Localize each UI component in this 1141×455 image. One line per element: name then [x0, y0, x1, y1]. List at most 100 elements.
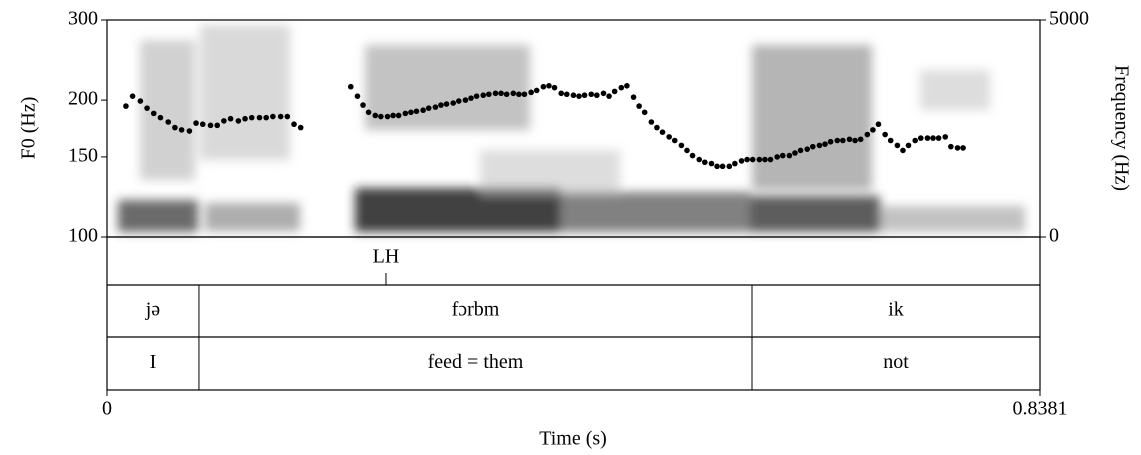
pitch-point: [284, 113, 291, 120]
pitch-point: [546, 83, 552, 89]
pitch-point: [291, 121, 297, 128]
pitch-point: [129, 93, 136, 99]
pitch-point: [563, 91, 570, 98]
pitch-point: [248, 114, 255, 121]
pitch-point: [875, 121, 882, 128]
pitch-point: [816, 142, 823, 149]
pitch-point: [726, 163, 733, 170]
x-tick-label: 0.8381: [1013, 398, 1068, 420]
pitch-point: [137, 98, 144, 104]
pitch-point: [450, 100, 457, 106]
pitch-point: [636, 103, 642, 109]
pitch-point: [774, 154, 780, 160]
pitch-point: [402, 110, 409, 117]
y-tick-label: 150: [68, 145, 98, 167]
pitch-point: [528, 89, 534, 96]
pitch-point: [420, 107, 426, 114]
pitch-point: [516, 91, 522, 98]
pitch-point: [588, 91, 595, 98]
pitch-point: [600, 90, 607, 97]
pitch-point: [767, 156, 774, 163]
pitch-point: [917, 135, 924, 141]
pitch-point: [786, 152, 793, 159]
spectrogram-band: [880, 206, 1025, 232]
y2-tick-label: 5000: [1049, 8, 1089, 30]
pitch-point: [689, 152, 696, 159]
pitch-point: [630, 94, 637, 100]
pitch-point: [756, 156, 763, 163]
pitch-point: [618, 84, 625, 91]
pitch-point: [207, 122, 214, 129]
pitch-point: [510, 90, 517, 97]
pitch-point: [165, 119, 172, 125]
pitch-point: [581, 92, 588, 99]
spectrogram-band: [480, 150, 620, 195]
pitch-point: [624, 83, 630, 89]
pitch-point: [221, 118, 227, 124]
y-axis-title: F0 (Hz): [18, 97, 40, 160]
pitch-point: [864, 131, 871, 138]
pitch-point: [804, 146, 811, 152]
pitch-point: [882, 131, 888, 138]
pitch-point: [360, 102, 366, 108]
pitch-point: [822, 141, 828, 147]
pitch-point: [942, 134, 949, 140]
pitch-point: [648, 119, 655, 125]
pitch-point: [150, 110, 157, 117]
tier-label: not: [883, 351, 909, 373]
spectrogram-band: [118, 200, 198, 232]
pitch-point: [671, 137, 678, 144]
pitch-point: [659, 129, 666, 135]
pitch-point: [277, 113, 284, 120]
pitch-point: [702, 159, 708, 166]
pitch-point: [378, 113, 384, 120]
pitch-point: [870, 127, 876, 133]
pitch-point: [347, 83, 354, 90]
pitch-point: [432, 104, 439, 110]
pitch-point: [473, 93, 480, 99]
pitch-point: [443, 101, 450, 107]
pitch-point: [486, 91, 492, 98]
pitch-point: [852, 137, 858, 144]
pitch-point: [935, 135, 942, 141]
pitch-point: [551, 84, 558, 91]
pitch-point: [654, 124, 660, 131]
pitch-point: [749, 156, 756, 163]
pitch-point: [455, 98, 462, 104]
pitch-point: [719, 163, 726, 170]
pitch-point: [157, 114, 164, 121]
pitch-point: [846, 136, 853, 143]
spectrogram-band: [205, 203, 300, 231]
pitch-point: [930, 135, 936, 141]
pitch-point: [263, 114, 269, 121]
pitch-point: [354, 93, 361, 99]
pitch-point: [468, 95, 474, 101]
spectrogram-band: [355, 188, 560, 232]
x-tick-label: 0: [102, 398, 112, 420]
pitch-point: [779, 152, 786, 159]
pitch-point: [666, 134, 672, 140]
pitch-point: [732, 160, 738, 167]
pitch-point: [242, 115, 248, 122]
pitch-point: [900, 147, 906, 154]
y2-axis-title: Frequency (Hz): [1110, 65, 1132, 191]
pitch-point: [193, 120, 199, 126]
pitch-point: [438, 102, 444, 108]
spectrogram-band: [200, 25, 290, 160]
pitch-point: [641, 109, 648, 116]
pitch-point: [558, 90, 564, 97]
pitch-point: [235, 118, 242, 124]
pitch-point: [297, 124, 304, 131]
spectrogram-band: [752, 45, 872, 190]
pitch-point: [905, 142, 912, 149]
pitch-point: [390, 112, 396, 119]
pitch-point: [533, 87, 540, 94]
pitch-point: [521, 91, 528, 98]
pitch-point: [214, 122, 221, 129]
pitch-point: [503, 91, 510, 98]
pitch-point: [365, 109, 372, 116]
pitch-point: [172, 124, 178, 131]
pitch-point: [678, 142, 685, 149]
pitch-point: [570, 92, 577, 99]
